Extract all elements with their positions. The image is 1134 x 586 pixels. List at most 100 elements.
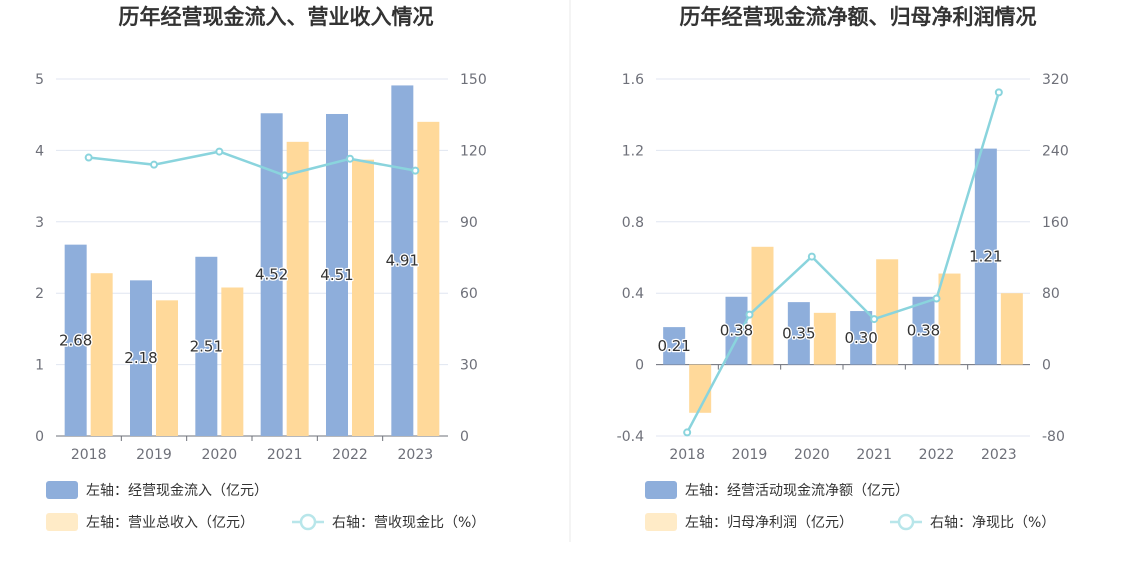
legend-label: 左轴：经营现金流入（亿元） (86, 483, 268, 499)
legend-label: 右轴：营收现金比（%） (332, 515, 485, 531)
bar-primary (195, 256, 218, 436)
bar-secondary (938, 273, 961, 365)
chart-title: 历年经营现金流入、营业收入情况 (119, 5, 434, 29)
left-axis-tick-label: 4 (35, 143, 44, 159)
right-axis-tick-label: 160 (1042, 215, 1069, 231)
x-axis-tick-label: 2022 (919, 447, 955, 463)
bar-data-label: 4.52 (255, 266, 288, 284)
left-axis-tick-label: 1 (35, 358, 44, 374)
right-axis-tick-label: 120 (460, 143, 487, 159)
right-axis-tick-label: 240 (1042, 143, 1069, 159)
legend-swatch (645, 481, 677, 499)
bar-secondary (90, 273, 113, 436)
line-point (411, 166, 420, 175)
bar-secondary (286, 141, 309, 436)
bar-data-label: 2.51 (190, 337, 223, 355)
left-axis-tick-label: 2 (35, 286, 44, 302)
x-axis-tick-label: 2019 (732, 447, 768, 463)
left-axis-tick-label: 1.2 (622, 143, 644, 159)
bar-secondary (751, 246, 774, 365)
legend-line-marker (299, 513, 317, 531)
line-point (280, 171, 289, 180)
bar-data-label: 4.91 (386, 252, 419, 270)
chart-cash-net-profit: 历年经营现金流净额、归母净利润情况 -0.4 -80 0 0 0.4 80 0.8 160 1.2… (617, 5, 1069, 531)
line-point (870, 315, 879, 324)
left-axis-tick-label: 1.6 (622, 72, 644, 88)
right-axis-tick-label: 320 (1042, 72, 1069, 88)
legend-label: 左轴：归母净利润（亿元） (685, 514, 853, 531)
bar-data-label: 0.35 (782, 324, 815, 342)
bar-data-label: 0.21 (657, 337, 690, 355)
legend-swatch (46, 481, 78, 499)
ratio-line (88, 150, 416, 177)
left-axis-tick-label: 5 (35, 72, 44, 88)
line-point (215, 147, 224, 156)
right-axis-tick-label: 0 (460, 429, 469, 445)
line-point (683, 428, 692, 437)
right-axis-tick-label: 150 (460, 72, 487, 88)
x-axis-tick-label: 2020 (202, 447, 238, 463)
left-axis-tick-label: 0.8 (622, 215, 644, 231)
bar-primary (974, 148, 997, 365)
left-axis-tick-label: 0.4 (622, 286, 644, 302)
legend-label: 左轴：经营活动现金流净额（亿元） (685, 483, 909, 499)
bar-primary (391, 85, 414, 437)
bar-primary (912, 296, 935, 365)
x-axis-tick-label: 2018 (669, 447, 705, 463)
chart-title: 历年经营现金流净额、归母净利润情况 (680, 5, 1037, 29)
legend-label: 左轴：营业总收入（亿元） (86, 515, 254, 531)
bar-primary (64, 244, 87, 436)
bar-data-label: 4.51 (320, 266, 353, 284)
line-point (346, 154, 354, 163)
bar-primary (260, 113, 283, 436)
right-axis-tick-label: 60 (460, 286, 478, 302)
bar-data-label: 2.68 (59, 331, 92, 349)
legend-swatch (645, 513, 677, 531)
bar-secondary (813, 312, 836, 365)
right-axis-tick-label: 0 (1042, 358, 1051, 374)
bar-data-label: 0.38 (907, 322, 940, 340)
bar-secondary (876, 259, 899, 365)
bar-data-label: 0.38 (720, 322, 753, 340)
bar-primary (663, 327, 686, 365)
x-axis-tick-label: 2018 (71, 447, 107, 463)
line-point (84, 153, 93, 162)
bar-primary (130, 280, 152, 436)
bar-data-label: 2.18 (124, 349, 157, 367)
bar-secondary (352, 159, 374, 436)
line-point (994, 88, 1003, 97)
bar-primary (850, 311, 873, 365)
right-axis-tick-label: 30 (460, 358, 478, 374)
ratio-line (686, 92, 1001, 434)
bar-secondary (156, 300, 178, 436)
x-axis-tick-label: 2020 (794, 447, 830, 463)
left-axis-tick-label: 0 (635, 358, 644, 374)
bar-data-label: 1.21 (969, 248, 1002, 266)
bar-primary (326, 113, 348, 437)
chart-cash-inflow-revenue: 历年经营现金流入、营业收入情况 0 0 1 30 2 60 3 90 4 120 5 150 2018 20… (35, 5, 487, 531)
right-axis-tick-label: 90 (460, 215, 478, 231)
line-point (150, 160, 158, 169)
x-axis-tick-label: 2023 (398, 447, 434, 463)
left-axis-tick-label: 0 (35, 429, 44, 445)
x-axis-tick-label: 2021 (856, 447, 892, 463)
x-axis-tick-label: 2022 (332, 447, 368, 463)
bar-secondary (1000, 293, 1023, 365)
bar-secondary (417, 121, 440, 436)
x-axis-tick-label: 2023 (981, 447, 1017, 463)
legend-line-marker (897, 513, 915, 531)
line-point (745, 310, 754, 319)
bar-secondary (689, 364, 712, 413)
legend-swatch (46, 513, 78, 531)
bar-primary (787, 302, 810, 365)
legend-label: 右轴：净现比（%） (930, 515, 1055, 531)
left-axis-tick-label: -0.4 (617, 429, 644, 445)
left-axis-tick-label: 3 (35, 215, 44, 231)
x-axis-tick-label: 2021 (267, 447, 303, 463)
bar-secondary (221, 287, 244, 436)
right-axis-tick-label: 80 (1042, 286, 1060, 302)
line-point (807, 252, 816, 261)
bar-data-label: 0.30 (844, 329, 877, 347)
right-axis-tick-label: -80 (1042, 429, 1065, 445)
